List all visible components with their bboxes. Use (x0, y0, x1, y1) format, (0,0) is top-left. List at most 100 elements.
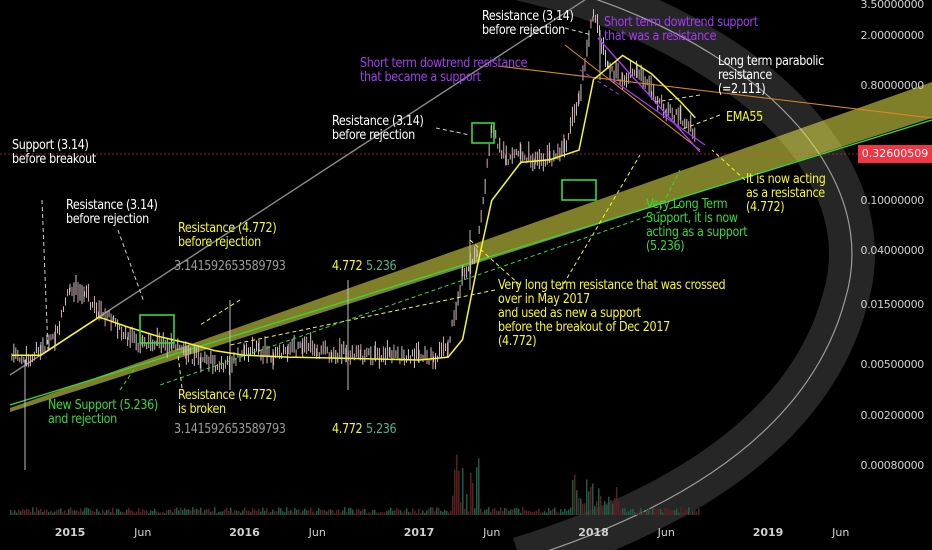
arrow-parabolic (654, 94, 701, 103)
volume-bar (588, 491, 590, 515)
volume-bar (230, 507, 232, 515)
fib-label-4772-top: 4.772 (332, 259, 363, 274)
volume-bar (672, 510, 674, 515)
volume-bar (20, 511, 22, 515)
orange-downtrend-line-2 (564, 44, 701, 151)
volume-bar (32, 507, 34, 515)
y-tick-label: 0.00500000 (860, 358, 925, 372)
current-price-badge: 0.32600509 (858, 145, 932, 163)
volume-bar (40, 508, 42, 515)
volume-bar (636, 512, 638, 515)
volume-bar (428, 508, 430, 515)
annotation-very-long-resistance: Very long term resistance that was cross… (498, 278, 726, 349)
volume-bar (186, 509, 188, 515)
volume-bar (324, 510, 326, 515)
volume-bar (694, 509, 696, 515)
volume-bar (70, 507, 72, 515)
volume-bar (370, 512, 372, 515)
volume-bar (612, 504, 614, 515)
volume-bar (366, 512, 368, 515)
volume-bar (414, 510, 416, 515)
volume-bar (274, 511, 276, 515)
volume-bar (486, 509, 488, 515)
volume-bar (402, 512, 404, 515)
annotation-support-breakout: Support (3.14) before breakout (12, 138, 96, 167)
volume-bar (112, 507, 114, 515)
volume-bar (104, 512, 106, 515)
volume-bar (206, 509, 208, 515)
annotation-resistance-broken: Resistance (4.772) is broken (178, 388, 277, 417)
volume-bar (362, 509, 364, 515)
volume-bar (564, 508, 566, 515)
volume-bar (586, 479, 588, 515)
volume-bar (692, 511, 694, 515)
fib-label-4772-bottom: 4.772 (332, 422, 363, 437)
volume-bar (96, 508, 98, 515)
volume-bar (592, 483, 594, 515)
volume-bar (156, 511, 158, 515)
volume-bar (316, 510, 318, 515)
volume-bar (478, 458, 480, 515)
volume-bar (44, 510, 46, 515)
volume-bar (452, 495, 454, 515)
volume-bar (580, 498, 582, 515)
volume-bar (294, 508, 296, 515)
box-2015-breakout (139, 314, 175, 344)
arrow-ema55 (679, 114, 721, 131)
volume-bar (404, 510, 406, 515)
volume-bar (260, 511, 262, 515)
volume-bar (50, 510, 52, 515)
volume-bar (234, 510, 236, 515)
x-tick-label: 2016 (229, 526, 260, 539)
volume-bar (642, 511, 644, 515)
volume-bar (638, 509, 640, 515)
volume-bar (200, 507, 202, 515)
volume-bar (244, 507, 246, 515)
annotation-resistance-mid: Resistance (3.14) before rejection (332, 114, 424, 143)
volume-bar (242, 510, 244, 515)
volume-bar (346, 511, 348, 515)
arrow-very-long-resistance-3 (229, 289, 496, 346)
volume-bar (676, 508, 678, 515)
volume-bar (668, 509, 670, 515)
volume-bar (678, 512, 680, 515)
volume-bar (470, 472, 472, 515)
volume-bar (318, 508, 320, 515)
volume-bar (10, 510, 12, 515)
volume-bar (308, 510, 310, 515)
box-2017-support (561, 179, 597, 201)
volume-bar (494, 508, 496, 515)
volume-bar (480, 508, 482, 515)
volume-bar (288, 510, 290, 515)
volume-bar (396, 508, 398, 515)
volume-bar (218, 511, 220, 515)
volume-bar (368, 512, 370, 515)
volume-bar (126, 509, 128, 515)
volume-bar (400, 510, 402, 515)
volume-bar (336, 510, 338, 515)
arrow-resistance-mid (435, 127, 471, 136)
volume-bar (188, 509, 190, 515)
volume-bar (372, 510, 374, 515)
volume-bar (194, 509, 196, 515)
volume-bar (202, 512, 204, 515)
volume-bar (124, 512, 126, 515)
volume-bar (554, 507, 556, 515)
volume-bar (426, 510, 428, 515)
volume-bar (246, 510, 248, 515)
volume-bar (540, 512, 542, 515)
volume-bar (168, 509, 170, 515)
volume-bar (656, 509, 658, 515)
volume-bar (148, 512, 150, 515)
volume-bar (182, 510, 184, 515)
volume-bar (198, 509, 200, 515)
volume-bar (208, 508, 210, 515)
volume-bar (472, 483, 474, 515)
volume-bar (416, 512, 418, 515)
volume-bar (450, 510, 452, 515)
volume-bar (576, 490, 578, 515)
volume-bar (624, 508, 626, 515)
volume-bar (602, 508, 604, 515)
volume-bar (438, 507, 440, 515)
volume-bar (306, 510, 308, 515)
